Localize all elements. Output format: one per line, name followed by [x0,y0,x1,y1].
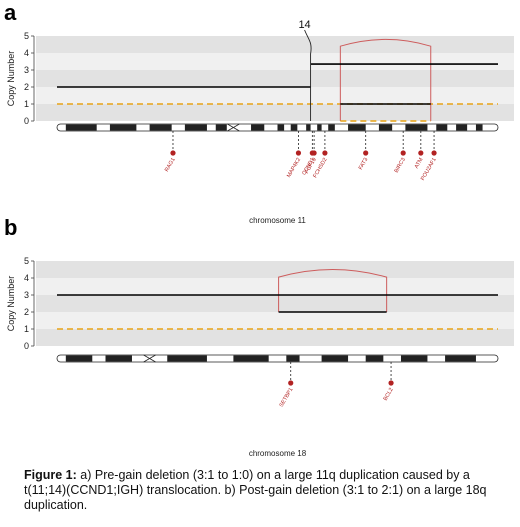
gene-dot [288,380,294,386]
chromosome-band [109,124,137,131]
background-band [36,87,514,104]
y-tick-label: 0 [24,341,29,351]
background-band [36,295,514,312]
background-band [36,278,514,295]
y-tick-label: 2 [24,82,29,92]
translocation-marker-line [304,29,312,121]
chromosome-band [378,124,393,131]
gene-label: MAP4K2 [286,157,302,179]
chromosome-band [400,355,428,362]
centromere [227,123,240,132]
y-tick-label: 4 [24,273,29,283]
background-band [36,70,514,87]
y-tick-label: 3 [24,290,29,300]
chromosome-band [405,124,428,131]
chromosome-band [436,124,448,131]
y-tick-label: 1 [24,324,29,334]
chromosome-band [348,124,366,131]
gene-label: BIRC3 [394,157,407,174]
chromosome-band [286,355,300,362]
event-arc [278,269,388,312]
chromosome-band [149,124,172,131]
translocation-marker-label: 14 [298,19,310,31]
chromosome-band [475,124,483,131]
chromosome-band [215,124,227,131]
chromosome-band [167,355,207,362]
chromosome-band [233,355,269,362]
gene-label: ATM [414,157,425,170]
gene-dot [400,150,406,156]
gene-dot [388,380,394,386]
gene-dot [295,150,302,156]
gene-dot [431,150,437,156]
chromosome-band [365,355,384,362]
gene-dot [363,150,369,156]
background-band [36,53,514,70]
chromosome-band [65,355,93,362]
gene-label: FAT3 [358,157,370,171]
chromosome-label: chromosome 11 [249,216,306,225]
chromosome-band [290,124,298,131]
y-tick-label: 0 [24,116,29,126]
gene-label: BCL2 [383,387,395,402]
chromosome-band [105,355,132,362]
background-band [36,261,514,278]
caption-text: a) Pre-gain deletion (3:1 to 1:0) on a l… [24,468,487,512]
background-band [36,329,514,346]
y-tick-label: 1 [24,99,29,109]
y-tick-label: 5 [24,256,29,266]
chromosome-band [456,124,468,131]
y-tick-label: 3 [24,65,29,75]
chromosome-band [317,124,322,131]
chromosome-band [65,124,97,131]
gene-label: SETBP1 [279,387,295,408]
chromosome-band [277,124,285,131]
chromosome-band [328,124,335,131]
panel-a-letter: a [4,0,17,25]
y-tick-label: 5 [24,31,29,41]
gene-dot [322,150,328,156]
chromosome-band [251,124,265,131]
gene-dot [311,150,317,156]
gene-label: RAG1 [164,157,177,173]
background-band [36,36,514,53]
y-axis-label: Copy Number [6,276,16,332]
caption-label: Figure 1: [24,468,77,482]
figure-caption: Figure 1: a) Pre-gain deletion (3:1 to 1… [24,468,504,513]
panel-b-letter: b [4,215,18,240]
chromosome-band [321,355,349,362]
chromosome-band [184,124,207,131]
gene-dot [170,150,176,156]
y-axis-label: Copy Number [6,51,16,107]
y-tick-label: 2 [24,307,29,317]
background-band [36,312,514,329]
centromere [143,354,156,363]
background-band [36,104,514,121]
chromosome-label: chromosome 18 [249,449,307,458]
chromosome-band [306,124,311,131]
event-arc [339,38,432,121]
gene-dot [418,150,424,156]
chromosome-band [445,355,476,362]
panel-b-plot: 0 1 2 3 4 5 Copy Number SETBP1 BCL2 chromosome 18 [6,256,514,458]
y-tick-label: 4 [24,48,29,58]
